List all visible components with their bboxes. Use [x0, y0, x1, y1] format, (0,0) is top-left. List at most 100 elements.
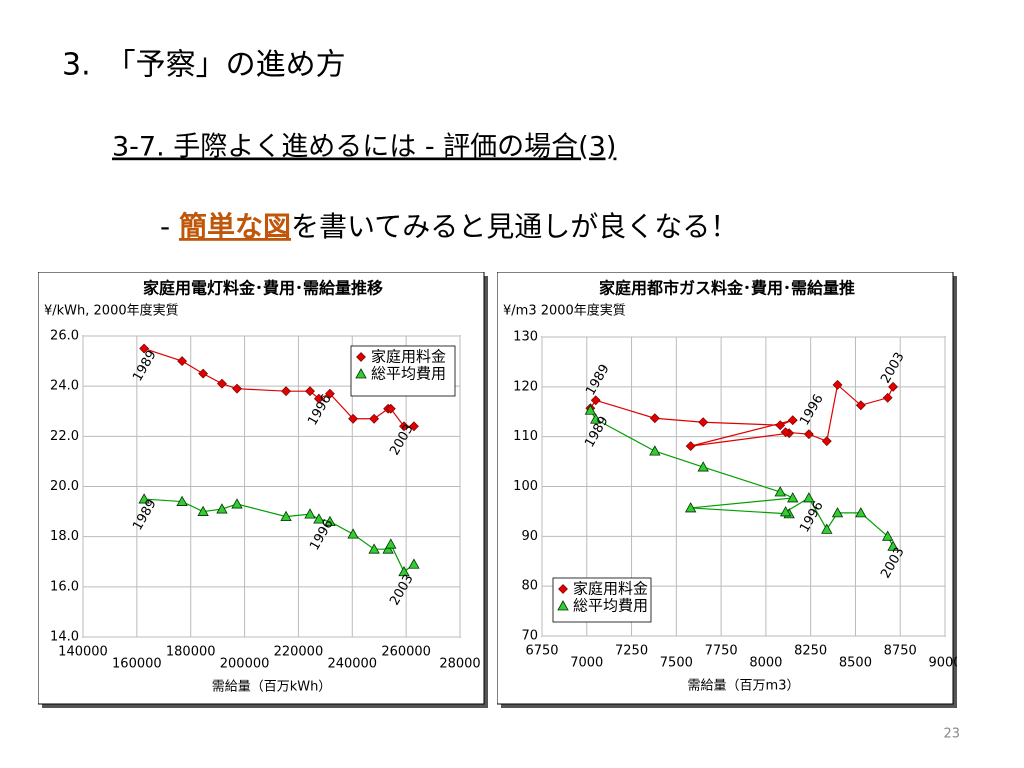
x-tick-label: 260000 — [381, 645, 431, 660]
point — [216, 503, 228, 514]
legend-label: 総平均費用 — [573, 597, 648, 615]
legend-label: 家庭用料金 — [573, 580, 648, 598]
point — [347, 528, 359, 539]
y-tick-label: 26.0 — [50, 329, 79, 344]
point — [774, 486, 786, 497]
point — [368, 543, 380, 554]
point — [888, 381, 898, 392]
point — [832, 379, 843, 390]
point — [684, 502, 697, 513]
bullet-rest: を書いてみると見通しが良くなる！ — [291, 210, 738, 243]
x-tick-label: 28000 — [439, 657, 480, 672]
x-tick-label: 200000 — [220, 657, 270, 672]
point — [649, 445, 661, 456]
y-tick-label: 80 — [521, 579, 538, 594]
point — [590, 395, 601, 406]
point — [197, 505, 209, 516]
point — [198, 368, 209, 379]
x-tick-label: 7000 — [570, 656, 603, 671]
x-tick-label: 9000 — [928, 656, 961, 671]
point — [138, 493, 150, 504]
point — [177, 356, 188, 367]
point — [324, 515, 336, 527]
chart-subtitle: ¥/kWh, 2000年度実質 — [44, 303, 179, 319]
point — [584, 404, 597, 415]
subheading: 3-7. 手際よく進めるには - 評価の場合(3) — [112, 132, 616, 163]
point — [231, 498, 243, 509]
point — [232, 383, 242, 394]
x-axis-label: 需給量（百万kWh） — [212, 680, 332, 695]
point — [787, 415, 798, 426]
point — [775, 420, 786, 431]
chart: 家庭用電灯料金･費用･需給量推移 ¥/kWh, 2000年度実質 14.0 16.0 1… — [38, 272, 488, 708]
point — [649, 413, 660, 424]
point — [305, 386, 315, 397]
x-tick-label: 8500 — [839, 656, 872, 671]
legend-box — [350, 345, 456, 397]
bullet: - 簡単な図を書いてみると見通しが良くなる！ — [160, 210, 738, 243]
point — [590, 413, 602, 424]
x-tick-label: 7250 — [615, 644, 648, 659]
point — [803, 492, 815, 503]
point — [803, 429, 814, 440]
heading: 3. 「予察」の進め方 — [62, 48, 346, 83]
point — [887, 540, 899, 551]
point — [698, 417, 709, 428]
y-tick-label: 18.0 — [50, 529, 79, 544]
legend-marker — [356, 352, 366, 362]
x-tick-label: 220000 — [274, 645, 324, 660]
point — [313, 513, 325, 524]
y-tick-label: 16.0 — [50, 579, 79, 594]
point — [831, 507, 844, 518]
legend-marker — [558, 584, 568, 594]
x-tick-label: 140000 — [58, 645, 108, 660]
legend-marker — [355, 368, 367, 379]
point — [409, 421, 419, 432]
x-tick-label: 160000 — [112, 657, 162, 672]
x-tick-label: 6750 — [525, 644, 558, 659]
y-tick-label: 90 — [521, 529, 538, 544]
point — [821, 523, 833, 534]
x-axis-label: 需給量（百万m3） — [688, 679, 800, 694]
point — [385, 403, 396, 414]
chart-subtitle: ¥/m3 2000年度実質 — [503, 303, 626, 319]
point — [855, 400, 866, 411]
y-tick-label: 22.0 — [50, 429, 79, 444]
point — [882, 530, 894, 541]
point — [369, 413, 380, 424]
point — [697, 461, 709, 472]
y-tick-label: 70 — [521, 629, 538, 644]
point — [176, 495, 188, 506]
point — [882, 392, 893, 403]
point — [779, 506, 792, 517]
y-tick-label: 130 — [513, 330, 538, 345]
point — [281, 386, 291, 397]
y-tick-label: 100 — [513, 479, 538, 494]
point — [787, 492, 799, 503]
legend-label: 総平均費用 — [371, 365, 446, 383]
point — [348, 413, 359, 424]
chart: 家庭用都市ガス料金･費用･需給量推 ¥/m3 2000年度実質 70 80 90 100 1… — [497, 272, 961, 708]
point — [325, 388, 335, 399]
x-tick-label: 8000 — [749, 656, 782, 671]
point — [398, 565, 410, 577]
point — [217, 378, 227, 389]
y-tick-label: 110 — [513, 429, 538, 444]
point — [304, 508, 316, 519]
chart-title: 家庭用都市ガス料金･費用･需給量推 — [599, 279, 855, 298]
page-number: 23 — [943, 727, 960, 742]
legend-box — [552, 577, 652, 623]
legend-marker — [557, 600, 569, 611]
y-tick-label: 24.0 — [50, 379, 79, 394]
x-tick-label: 240000 — [327, 657, 377, 672]
point — [382, 543, 394, 554]
point — [821, 436, 832, 447]
x-tick-label: 8750 — [884, 644, 917, 659]
y-tick-label: 14.0 — [50, 630, 79, 645]
point — [408, 558, 420, 569]
point — [280, 510, 292, 521]
bullet-prefix: - — [160, 210, 179, 243]
point — [385, 538, 397, 549]
legend-label: 家庭用料金 — [371, 348, 446, 366]
